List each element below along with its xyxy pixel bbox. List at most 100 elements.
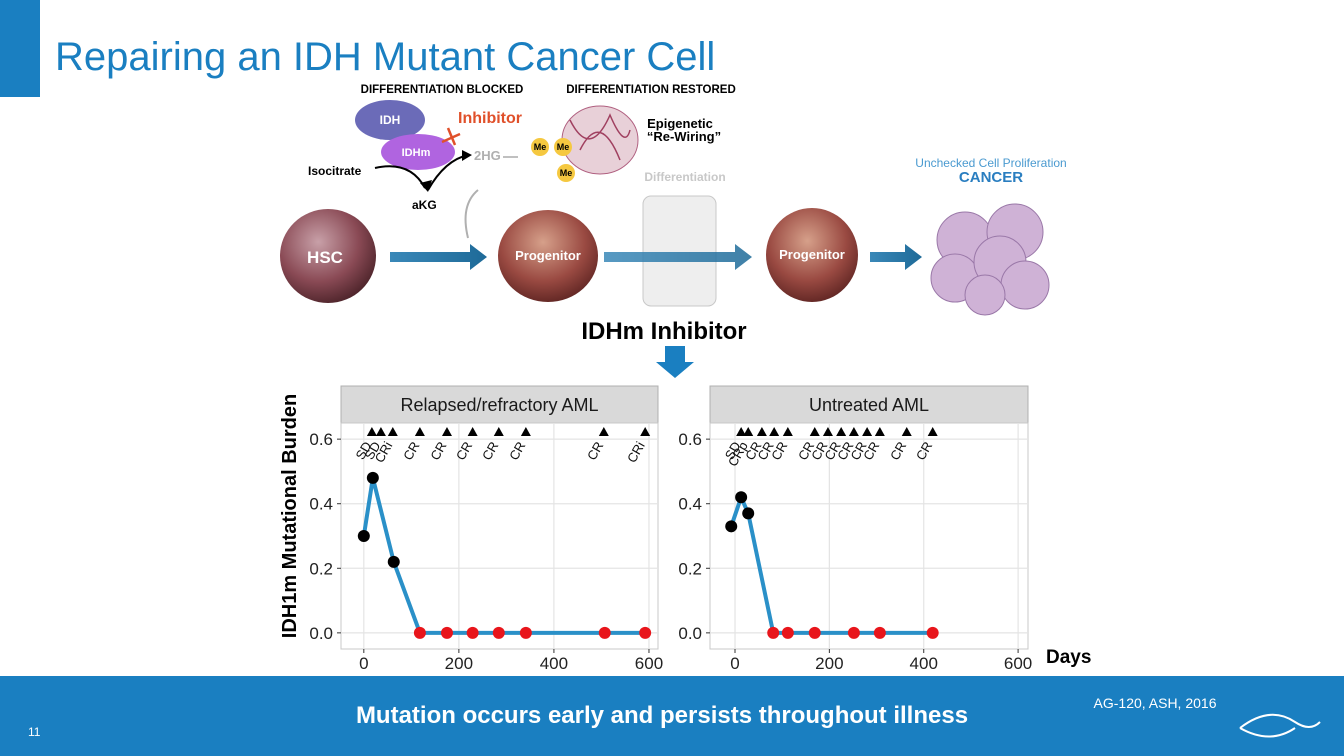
data-point [357, 530, 370, 542]
response-marker [736, 427, 747, 436]
x-axis-label: Days [1046, 647, 1091, 668]
arrow [604, 244, 752, 270]
panel-title: Relapsed/refractory AML [400, 395, 598, 415]
response-marker [901, 427, 912, 436]
y-tick-label: 0.6 [309, 430, 333, 449]
isocitrate-label: Isocitrate [308, 164, 362, 178]
idh-enzyme [355, 100, 425, 140]
panel-strip [340, 385, 659, 424]
source: AG-120, ASH, 2016 [1094, 695, 1217, 711]
panel-title: Untreated AML [809, 395, 929, 415]
response-marker [640, 427, 651, 436]
x-tick-label: 600 [1004, 654, 1032, 673]
idhm-enzyme [381, 134, 455, 170]
response-marker [366, 427, 377, 436]
arrow [464, 189, 479, 239]
data-point [492, 626, 505, 639]
x-tick-label: 200 [815, 654, 843, 673]
progenitor-cell [498, 210, 598, 302]
y-tick-label: 0.0 [678, 624, 702, 643]
cancer-cells [930, 203, 1050, 316]
y-axis-label: IDH1m Mutational Burden [279, 394, 301, 638]
data-point [742, 507, 755, 520]
akg-label: aKG [412, 198, 437, 212]
arrow [390, 244, 487, 270]
data-point [725, 520, 738, 533]
protein [561, 105, 639, 175]
data-point [873, 626, 886, 639]
response-marker [598, 427, 609, 436]
progenitor-cell [766, 208, 858, 302]
idh-label: IDH [380, 113, 401, 127]
response-marker [493, 427, 504, 436]
arrow [870, 244, 922, 270]
epigenetic-label: “Re-Wiring” [647, 129, 721, 144]
x-tick-label: 400 [910, 654, 938, 673]
response-marker [387, 427, 398, 436]
inhibitor-label: Inhibitor [458, 110, 522, 127]
charts: Relapsed/refractory AML 0.0 0.2 0.4 0.6 0 200 4… [279, 385, 1091, 673]
methyl [531, 138, 549, 156]
protein-strand [569, 113, 631, 161]
diagram: DIFFERENTIATION BLOCKED DIFFERENTIATION … [280, 84, 1067, 378]
me-label: Me [560, 168, 573, 178]
idhm-inhibitor-label: IDHm Inhibitor [581, 318, 746, 345]
inhibit-bar [441, 132, 461, 144]
idhm-label: IDHm [402, 147, 431, 159]
response-marker [520, 427, 531, 436]
data-point [598, 626, 611, 639]
accent-bar [0, 0, 40, 97]
y-tick-label: 0.6 [678, 430, 702, 449]
me-label: Me [534, 142, 547, 152]
data-point [808, 626, 821, 639]
y-tick-label: 0.4 [309, 495, 333, 514]
hsc-label: HSC [307, 248, 343, 267]
cancer-label: CANCER [959, 169, 1023, 186]
slide-title: Repairing an IDH Mutant Cancer Cell [55, 35, 715, 79]
data-point [926, 626, 939, 639]
arrowhead [462, 150, 472, 161]
unchecked-label: Unchecked Cell Proliferation [915, 156, 1066, 170]
hsc-cell [280, 209, 376, 303]
footer-band [0, 676, 1344, 756]
methyl [554, 138, 572, 156]
methyl [557, 164, 575, 182]
response-marker [414, 427, 425, 436]
data-point [639, 626, 652, 639]
y-tick-label: 0.2 [309, 559, 333, 578]
y-tick-label: 0.2 [678, 559, 702, 578]
response-marker [782, 427, 793, 436]
footer-text: Mutation occurs early and persists throu… [356, 702, 968, 729]
response-marker [441, 427, 452, 436]
response-marker [848, 427, 859, 436]
x-tick-label: 400 [540, 654, 568, 673]
me-label: Me [557, 142, 570, 152]
data-point [413, 626, 426, 639]
x-tick-label: 0 [730, 654, 739, 673]
data-point [847, 626, 860, 639]
differentiation-label: Differentiation [644, 170, 725, 184]
page-number: 11 [28, 725, 41, 739]
data-point [735, 491, 748, 504]
response-marker [822, 427, 833, 436]
differentiation-box [642, 195, 717, 307]
logo [1239, 713, 1321, 738]
y-tick-label: 0.4 [678, 495, 702, 514]
down-arrow [656, 346, 694, 378]
data-point [387, 555, 400, 568]
plot-area [340, 422, 659, 650]
panel-strip [709, 385, 1029, 424]
data-point [440, 626, 453, 639]
response-marker [927, 427, 938, 436]
data-point [466, 626, 479, 639]
x-tick-label: 200 [445, 654, 473, 673]
x-tick-label: 0 [359, 654, 368, 673]
plot-area [709, 422, 1029, 650]
data-point [767, 626, 780, 639]
progenitor-label: Progenitor [515, 248, 581, 263]
epigenetic-label: Epigenetic [647, 116, 713, 131]
progenitor-label: Progenitor [779, 247, 845, 262]
2hg-label: 2HG [474, 148, 501, 163]
